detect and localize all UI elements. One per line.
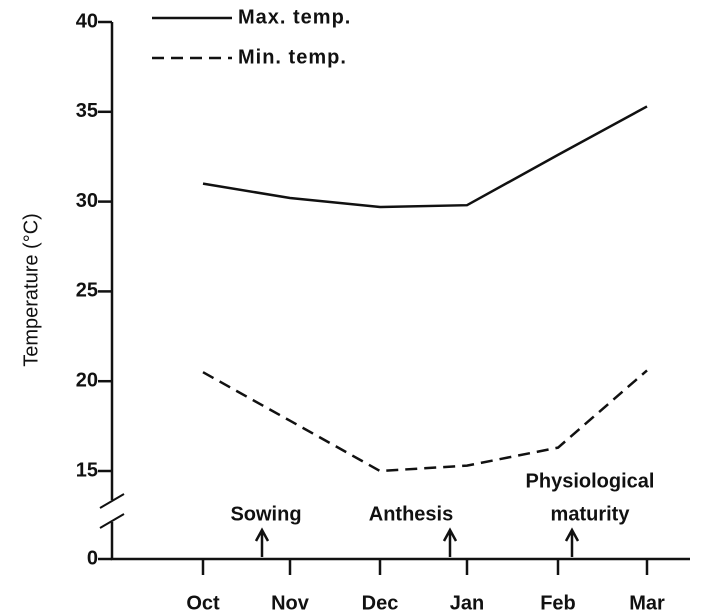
x-tick-label: Mar: [629, 592, 665, 614]
y-axis-label: Temperature (°C): [20, 213, 42, 367]
legend-label: Min. temp.: [238, 46, 347, 68]
y-tick-label: 25: [76, 280, 98, 302]
annotation-arrow: [254, 527, 270, 557]
series-line: [202, 105, 648, 209]
legend-label: Max. temp.: [238, 6, 351, 28]
annotation-arrow: [564, 527, 580, 557]
y-tick-label: 30: [76, 190, 98, 212]
annotation: Sowing: [230, 503, 301, 525]
y-tick-label: 0: [87, 547, 98, 569]
y-tick-label: 35: [76, 100, 98, 122]
x-tick-label: Jan: [450, 592, 484, 614]
y-tick-label: 40: [76, 10, 98, 32]
series-line: [202, 369, 648, 473]
x-tick-label: Feb: [540, 592, 576, 614]
annotation-arrow: [442, 527, 458, 557]
y-tick-label: 15: [76, 459, 98, 481]
annotation: Anthesis: [369, 503, 453, 525]
x-tick-label: Oct: [186, 592, 220, 614]
y-tick-label: 20: [76, 369, 98, 391]
x-tick-label: Dec: [362, 592, 399, 614]
axis-break: [99, 493, 125, 529]
x-tick-label: Nov: [271, 592, 310, 614]
annotation: Physiological: [526, 470, 655, 492]
annotation: maturity: [551, 503, 631, 525]
